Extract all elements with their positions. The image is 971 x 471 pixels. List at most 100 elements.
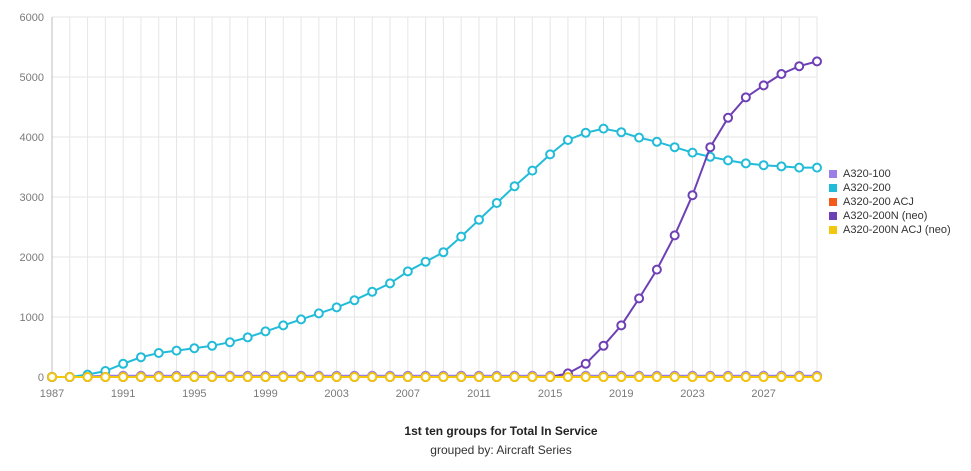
data-point[interactable]: [473, 372, 484, 382]
data-point[interactable]: [456, 372, 467, 382]
data-point[interactable]: [598, 340, 609, 351]
data-point[interactable]: [313, 308, 324, 319]
data-point[interactable]: [634, 372, 645, 382]
data-point[interactable]: [758, 160, 769, 171]
data-point[interactable]: [402, 372, 413, 382]
data-point[interactable]: [438, 372, 449, 382]
data-point[interactable]: [385, 372, 396, 382]
data-point[interactable]: [634, 132, 645, 143]
data-point[interactable]: [438, 247, 449, 258]
data-point[interactable]: [509, 372, 520, 382]
data-point[interactable]: [527, 372, 538, 382]
data-point[interactable]: [705, 142, 716, 153]
data-point[interactable]: [224, 337, 235, 348]
data-point[interactable]: [580, 372, 591, 382]
data-point[interactable]: [224, 372, 235, 382]
data-point[interactable]: [562, 372, 573, 382]
data-point[interactable]: [491, 372, 502, 382]
data-point[interactable]: [118, 372, 129, 382]
data-point[interactable]: [242, 372, 253, 382]
data-point[interactable]: [402, 266, 413, 277]
data-point[interactable]: [651, 136, 662, 147]
data-point[interactable]: [313, 372, 324, 382]
data-point[interactable]: [687, 147, 698, 158]
data-point[interactable]: [118, 358, 129, 369]
data-point[interactable]: [580, 127, 591, 138]
data-point[interactable]: [580, 358, 591, 369]
data-point[interactable]: [723, 112, 734, 123]
data-point[interactable]: [723, 155, 734, 166]
data-point[interactable]: [616, 372, 627, 382]
legend-item[interactable]: A320-100: [829, 167, 951, 181]
legend-item[interactable]: A320-200N ACJ (neo): [829, 223, 951, 237]
data-point[interactable]: [598, 123, 609, 134]
data-point[interactable]: [47, 372, 57, 382]
data-point[interactable]: [598, 372, 609, 382]
data-point[interactable]: [207, 340, 218, 351]
data-point[interactable]: [153, 348, 164, 358]
data-point[interactable]: [420, 372, 431, 382]
data-point[interactable]: [189, 343, 200, 354]
data-point[interactable]: [349, 372, 360, 382]
data-point[interactable]: [687, 372, 698, 382]
data-point[interactable]: [651, 264, 662, 275]
data-point[interactable]: [776, 69, 787, 79]
data-point[interactable]: [669, 372, 680, 382]
data-point[interactable]: [189, 372, 200, 382]
data-point[interactable]: [64, 372, 75, 382]
data-point[interactable]: [278, 372, 289, 382]
data-point[interactable]: [812, 162, 822, 173]
data-point[interactable]: [616, 320, 627, 331]
data-point[interactable]: [776, 372, 787, 382]
data-point[interactable]: [278, 320, 289, 331]
data-point[interactable]: [812, 56, 822, 67]
data-point[interactable]: [296, 372, 307, 382]
data-point[interactable]: [135, 372, 146, 382]
data-point[interactable]: [758, 80, 769, 91]
data-point[interactable]: [367, 372, 378, 382]
data-point[interactable]: [740, 92, 751, 103]
data-point[interactable]: [776, 161, 787, 172]
data-point[interactable]: [296, 314, 307, 325]
data-point[interactable]: [740, 372, 751, 382]
data-point[interactable]: [100, 372, 111, 382]
data-point[interactable]: [562, 135, 573, 145]
data-point[interactable]: [473, 214, 484, 225]
data-point[interactable]: [153, 372, 164, 382]
data-point[interactable]: [385, 278, 396, 289]
data-point[interactable]: [171, 345, 182, 356]
data-point[interactable]: [669, 230, 680, 241]
data-point[interactable]: [135, 352, 146, 363]
data-point[interactable]: [705, 372, 716, 382]
data-point[interactable]: [651, 372, 662, 382]
data-point[interactable]: [794, 61, 805, 72]
data-point[interactable]: [794, 372, 805, 382]
data-point[interactable]: [527, 165, 538, 176]
legend-item[interactable]: A320-200: [829, 181, 951, 195]
data-point[interactable]: [545, 372, 556, 382]
data-point[interactable]: [82, 372, 93, 382]
data-point[interactable]: [491, 198, 502, 208]
data-point[interactable]: [723, 372, 734, 382]
data-point[interactable]: [420, 256, 431, 267]
data-point[interactable]: [171, 372, 182, 382]
data-point[interactable]: [812, 372, 822, 382]
data-point[interactable]: [545, 149, 556, 160]
data-point[interactable]: [758, 372, 769, 382]
data-point[interactable]: [260, 326, 271, 337]
data-point[interactable]: [509, 181, 520, 192]
data-point[interactable]: [794, 162, 805, 173]
data-point[interactable]: [616, 127, 627, 138]
data-point[interactable]: [367, 286, 378, 297]
data-point[interactable]: [242, 332, 253, 343]
legend-item[interactable]: A320-200 ACJ: [829, 195, 951, 209]
legend-item[interactable]: A320-200N (neo): [829, 209, 951, 223]
data-point[interactable]: [331, 372, 342, 382]
data-point[interactable]: [669, 142, 680, 153]
data-point[interactable]: [634, 293, 645, 304]
data-point[interactable]: [687, 190, 698, 201]
data-point[interactable]: [456, 231, 467, 242]
data-point[interactable]: [260, 372, 271, 382]
data-point[interactable]: [349, 295, 360, 306]
data-point[interactable]: [740, 158, 751, 169]
